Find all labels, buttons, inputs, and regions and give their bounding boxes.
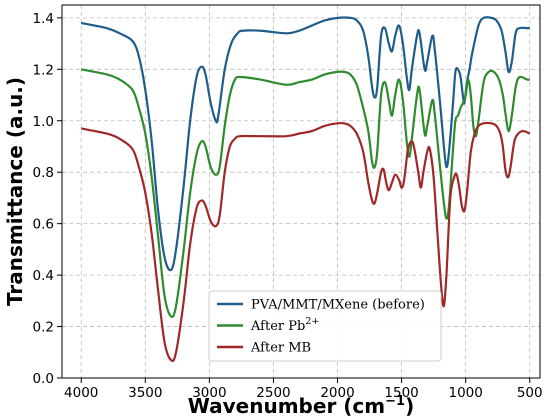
- y-tick-label: 1.0: [33, 114, 54, 130]
- plot-frame: [61, 4, 541, 379]
- x-tick-label: 3000: [192, 385, 226, 401]
- legend: PVA/MMT/MXene (before) After Pb2+ After MB: [208, 290, 442, 362]
- series-lines: [81, 16, 531, 363]
- series-line-0: [81, 16, 530, 272]
- x-tick-label: 1000: [448, 385, 482, 401]
- legend-entry-1: After Pb2+: [217, 316, 319, 334]
- legend-box: [208, 290, 442, 362]
- x-tick-label: 500: [517, 385, 543, 401]
- legend-label: After Pb2+: [250, 316, 319, 334]
- y-tick-label: 0.2: [33, 320, 54, 336]
- y-tick-label: 0.6: [33, 217, 54, 233]
- y-tick-label: 0.8: [33, 165, 54, 181]
- y-tick-label: 0.4: [33, 268, 54, 284]
- x-tick-label: 2000: [320, 385, 354, 401]
- legend-entry-0: PVA/MMT/MXene (before): [217, 298, 425, 313]
- x-tick-label: 3500: [128, 385, 162, 401]
- y-tick-label: 1.2: [33, 62, 54, 78]
- x-tick-label: 2500: [256, 385, 290, 401]
- y-axis-title: Transmittance (a.u.): [3, 77, 27, 306]
- y-tick-label: 1.4: [33, 11, 54, 27]
- x-tick-label: 1500: [384, 385, 418, 401]
- x-tick-label: 4000: [64, 385, 98, 401]
- legend-label: PVA/MMT/MXene (before): [251, 298, 425, 313]
- y-tick-label: 0.0: [33, 371, 54, 387]
- axis-ticks: 4000 3500 3000 2500 2000 1500 1000 500 0.0 0.2 0.4…: [33, 11, 543, 401]
- legend-label: After MB: [250, 341, 311, 356]
- series-line-1: [81, 68, 530, 319]
- series-line-2: [81, 121, 531, 363]
- legend-entry-2: After MB: [217, 341, 311, 356]
- x-axis-title: Wavenumber (cm−1): [188, 394, 414, 418]
